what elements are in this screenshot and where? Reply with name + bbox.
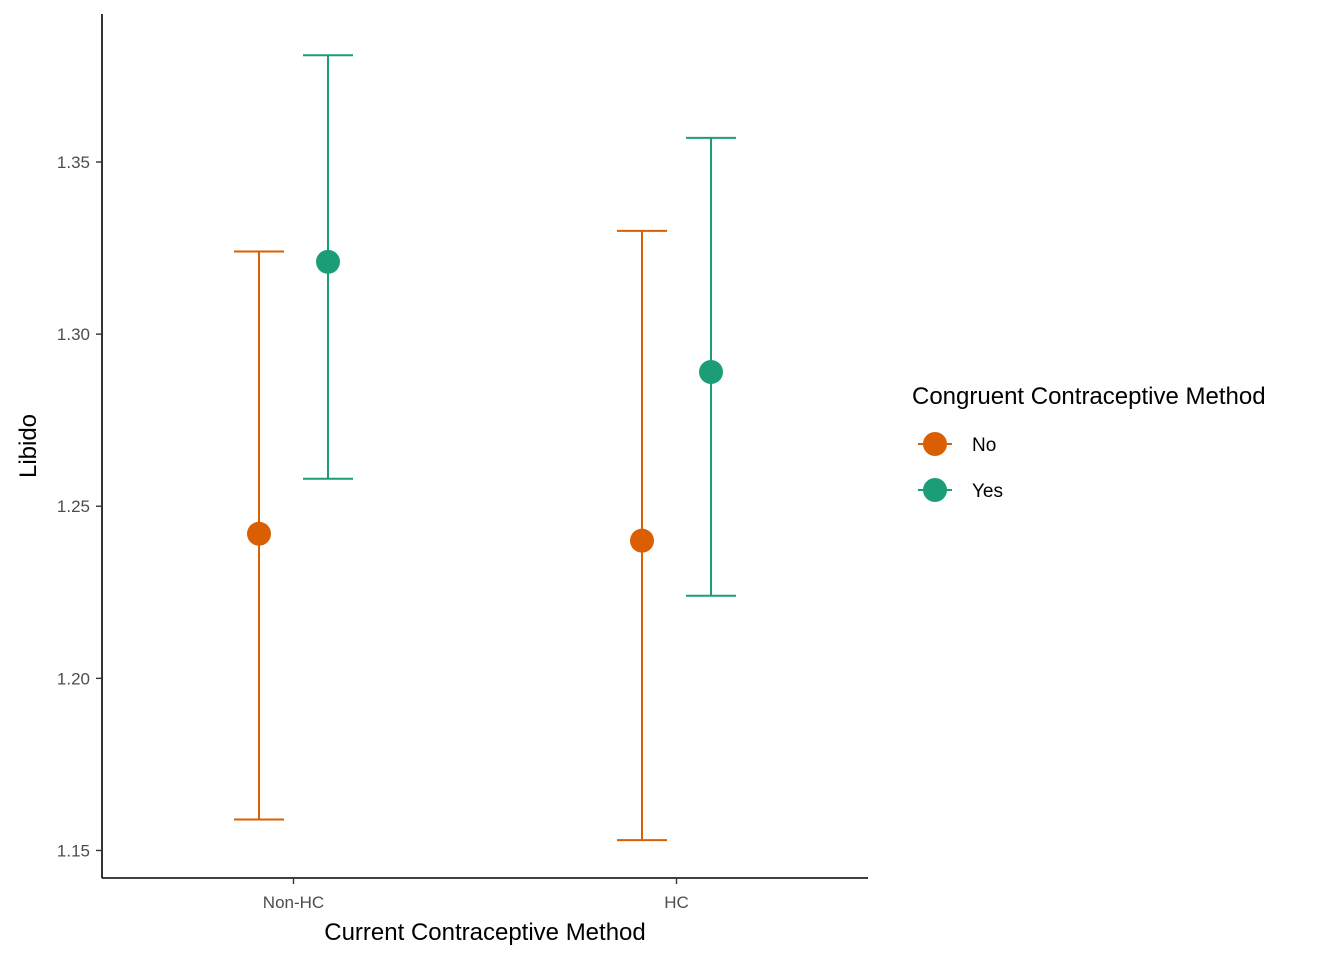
y-tick-label: 1.35	[57, 153, 90, 172]
legend-item-yes: Yes	[918, 478, 1003, 502]
error-bar-no-hc	[617, 229, 667, 842]
plot-marks	[234, 54, 736, 842]
y-tick-label: 1.25	[57, 497, 90, 516]
data-point	[316, 249, 340, 274]
y-tick-label: 1.20	[57, 669, 90, 688]
legend-label: Yes	[972, 481, 1003, 502]
data-point	[630, 528, 654, 553]
y-tick-label: 1.30	[57, 325, 90, 344]
legend-key-point	[923, 478, 947, 502]
error-bar-no-non-hc	[234, 250, 284, 821]
legend-label: No	[972, 435, 996, 456]
data-point	[699, 359, 723, 384]
data-point	[247, 521, 271, 546]
error-bar-yes-non-hc	[303, 54, 353, 480]
error-bar-yes-hc	[686, 136, 736, 597]
y-tick-label: 1.15	[57, 841, 90, 860]
legend-item-no: No	[918, 432, 996, 456]
y-axis-ticks: 1.15 1.20 1.25 1.30 1.35	[57, 153, 102, 860]
legend: Congruent Contraceptive Method No Yes	[912, 383, 1266, 502]
y-axis-title: Libido	[15, 414, 42, 478]
x-axis-title: Current Contraceptive Method	[324, 919, 646, 946]
x-axis-ticks: Non-HC HC	[263, 878, 689, 912]
legend-title: Congruent Contraceptive Method	[912, 383, 1266, 410]
x-tick-label: HC	[664, 893, 689, 912]
legend-items: No Yes	[918, 432, 1003, 502]
x-tick-label: Non-HC	[263, 893, 324, 912]
legend-key-point	[923, 432, 947, 456]
